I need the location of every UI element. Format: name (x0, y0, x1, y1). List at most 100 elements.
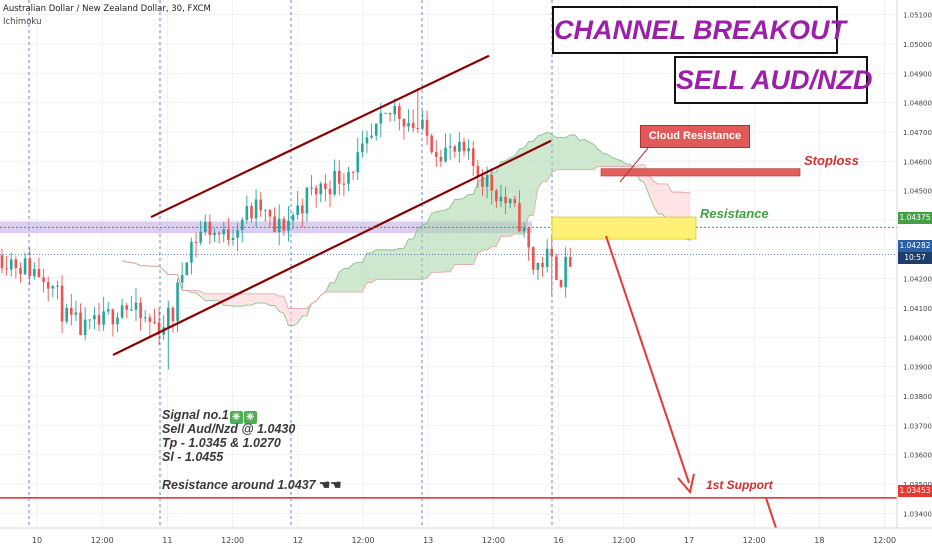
cloud-segment (408, 238, 414, 280)
candle-body (116, 317, 119, 325)
candle-body (374, 123, 378, 136)
candle-body (398, 106, 401, 119)
candle-body (296, 205, 299, 215)
candle-body (273, 216, 276, 233)
candle-body (199, 231, 202, 243)
resistance-note: Resistance around 1.0437 (162, 478, 316, 492)
candle-body (508, 199, 512, 204)
callout-pointer (619, 147, 649, 183)
cloud-segment (399, 248, 404, 280)
candle-body (541, 263, 544, 268)
candle-body (264, 209, 267, 211)
symbol-header[interactable]: Australian Dollar / New Zealand Dollar, … (3, 4, 211, 14)
signal-line-1: Signal no.1 ✳ ✳ (162, 408, 257, 424)
cloud-segment (422, 223, 428, 280)
cloud-segment (505, 157, 511, 237)
candle-body (37, 269, 41, 278)
cloud-segment (607, 154, 612, 167)
cloud-segment (477, 178, 483, 254)
candle-body (83, 319, 87, 335)
indicator-label[interactable]: Ichimoku (3, 17, 42, 27)
candle-body (485, 174, 489, 187)
candle-body (287, 220, 290, 231)
candle-body (425, 119, 429, 136)
candle-body (14, 259, 18, 269)
cloud-segment (353, 262, 358, 293)
signal-line-4: Sl - 1.0455 (162, 450, 224, 464)
candle-body (545, 248, 549, 268)
price-tick-label: 1.03800 (903, 393, 932, 401)
candle-body (88, 319, 92, 321)
candle-body (467, 148, 470, 152)
candle-body (125, 305, 129, 310)
cloud-segment (343, 268, 349, 293)
candle-body (148, 317, 152, 322)
candle-body (439, 156, 443, 162)
cloud-segment (376, 249, 381, 280)
cloud-segment (648, 174, 654, 206)
resistance-label: Resistance (700, 206, 769, 221)
cloud-segment (279, 296, 284, 314)
candle-body (550, 248, 554, 257)
channel-upper-line (150, 54, 490, 219)
candle-body (564, 256, 567, 288)
cloud-segment (565, 134, 571, 170)
candle-body (342, 183, 346, 185)
candle-body (60, 285, 64, 322)
candle-body (495, 190, 498, 202)
candle-body (448, 146, 452, 148)
stoploss-box (600, 168, 801, 177)
candle-body (314, 187, 318, 195)
candle-body (190, 241, 193, 263)
candle-body (139, 302, 142, 319)
candle-body (453, 146, 457, 152)
cloud-segment (330, 282, 335, 293)
candle-body (361, 143, 364, 153)
cloud-segment (450, 199, 455, 272)
forecast-arrowhead (677, 473, 695, 495)
candle-body (370, 135, 373, 138)
cloud-segment (496, 161, 501, 247)
candle-body (254, 199, 258, 219)
cloud-segment (191, 290, 197, 293)
cloud-segment (658, 183, 663, 215)
cloud-segment (283, 296, 289, 326)
candle-body (319, 183, 323, 195)
current-price-tag: 1.04282 (898, 240, 932, 252)
level-lines (0, 168, 897, 499)
candle-body (310, 187, 313, 189)
price-tick-label: 1.05100 (903, 12, 932, 20)
cloud-segment (584, 139, 589, 170)
cloud-segment (265, 293, 270, 306)
candle-body (208, 221, 212, 236)
cloud-segment (662, 183, 668, 221)
candle-body (176, 282, 179, 321)
cloud-segment (459, 198, 464, 265)
candle-body (282, 218, 286, 231)
candle-body (0, 255, 4, 269)
candle-body (236, 230, 239, 238)
candle-body (106, 309, 110, 312)
forecast-arrow-line (605, 235, 690, 484)
price-tick-label: 1.04700 (903, 129, 932, 137)
time-tick-label: 12:00 (873, 536, 896, 545)
candle-body (430, 135, 433, 153)
cloud-segment (297, 308, 303, 324)
candle-body (153, 321, 156, 323)
price-tick-label: 1.03900 (903, 364, 932, 372)
cloud-segment (473, 181, 478, 265)
candles (0, 88, 572, 370)
cloud-segment (200, 291, 206, 301)
candle-body (120, 305, 124, 318)
cloud-segment (597, 148, 603, 167)
candle-body (522, 227, 526, 232)
channel-lower-line (112, 139, 552, 356)
candle-body (111, 309, 115, 325)
candle-body (301, 205, 304, 214)
time-tick-label: 16 (554, 536, 564, 545)
cloud-segment (417, 225, 423, 280)
candle-body (227, 229, 230, 241)
candle-body (79, 312, 82, 336)
